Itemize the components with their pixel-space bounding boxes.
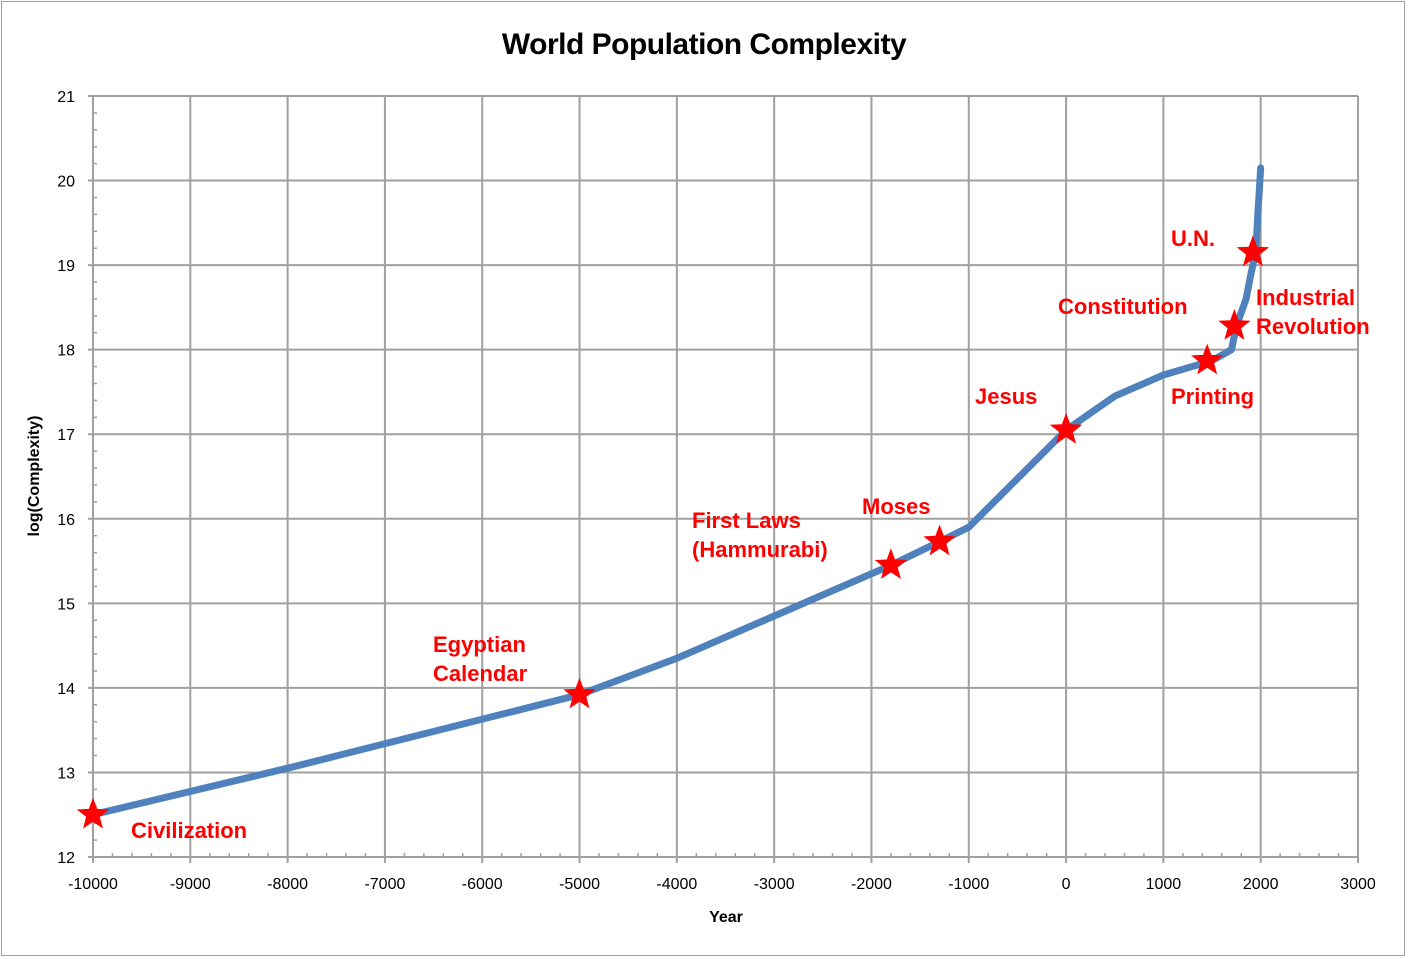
annotation-u-n-: U.N. xyxy=(1171,226,1215,251)
x-axis-title: Year xyxy=(709,909,743,926)
event-markers xyxy=(76,235,1270,829)
x-tick-label: 1000 xyxy=(1146,876,1182,893)
annotation-first-laws: First Laws (Hammurabi) xyxy=(692,508,828,562)
star-marker-icon xyxy=(1191,343,1224,375)
x-axis-tick-labels: -10000 -9000 -8000 -7000 -6000 -5000 -4000 -300… xyxy=(68,876,1376,893)
annotation-civilization: Civilization xyxy=(131,818,247,843)
x-tick-label: -3000 xyxy=(754,876,795,893)
x-tick-label: -4000 xyxy=(656,876,697,893)
y-tick-label: 17 xyxy=(57,427,75,444)
annotation-egyptian: Egyptian Calendar xyxy=(433,632,528,686)
y-tick-label: 16 xyxy=(57,512,75,529)
star-marker-icon xyxy=(923,524,956,556)
x-tick-label: 2000 xyxy=(1243,876,1279,893)
gridlines xyxy=(88,95,1359,863)
x-tick-label: -8000 xyxy=(267,876,308,893)
star-marker-icon xyxy=(1049,413,1083,444)
x-tick-label: -7000 xyxy=(364,876,405,893)
y-tick-label: 18 xyxy=(57,343,75,360)
y-tick-label: 20 xyxy=(57,174,75,191)
star-marker-icon xyxy=(563,677,596,709)
x-tick-label: -2000 xyxy=(851,876,892,893)
annotation-printing: Printing xyxy=(1171,384,1254,409)
y-tick-label: 12 xyxy=(57,850,75,867)
x-tick-label: -6000 xyxy=(462,876,503,893)
y-tick-label: 15 xyxy=(57,596,75,613)
complexity-line xyxy=(89,164,1265,819)
annotation-jesus: Jesus xyxy=(975,384,1037,409)
y-tick-label: 19 xyxy=(57,258,75,275)
star-marker-icon xyxy=(1218,309,1251,340)
chart-title: World Population Complexity xyxy=(501,28,907,61)
x-tick-label: -10000 xyxy=(68,876,118,893)
x-tick-label: -5000 xyxy=(559,876,600,893)
star-marker-icon xyxy=(76,797,110,829)
annotation-moses: Moses xyxy=(862,494,930,519)
y-tick-label: 14 xyxy=(57,681,75,698)
event-annotations: Civilization Egyptian Calendar First Laws (H… xyxy=(131,226,1370,843)
star-marker-icon xyxy=(1236,235,1270,267)
y-axis-tick-labels: 12 13 14 15 16 17 18 19 20 21 xyxy=(57,89,75,867)
x-tick-label: -9000 xyxy=(170,876,211,893)
annotation-constitution: Constitution xyxy=(1058,294,1188,319)
y-axis-title: log(Complexity) xyxy=(26,416,43,537)
star-marker-icon xyxy=(874,548,908,579)
y-tick-label: 13 xyxy=(57,765,75,782)
x-tick-label: -1000 xyxy=(948,876,989,893)
y-tick-label: 21 xyxy=(57,89,75,106)
axis-ticks xyxy=(93,112,1340,857)
x-tick-label: 0 xyxy=(1062,876,1071,893)
x-tick-label: 3000 xyxy=(1340,876,1376,893)
annotation-industrial: Industrial Revolution xyxy=(1256,285,1370,339)
